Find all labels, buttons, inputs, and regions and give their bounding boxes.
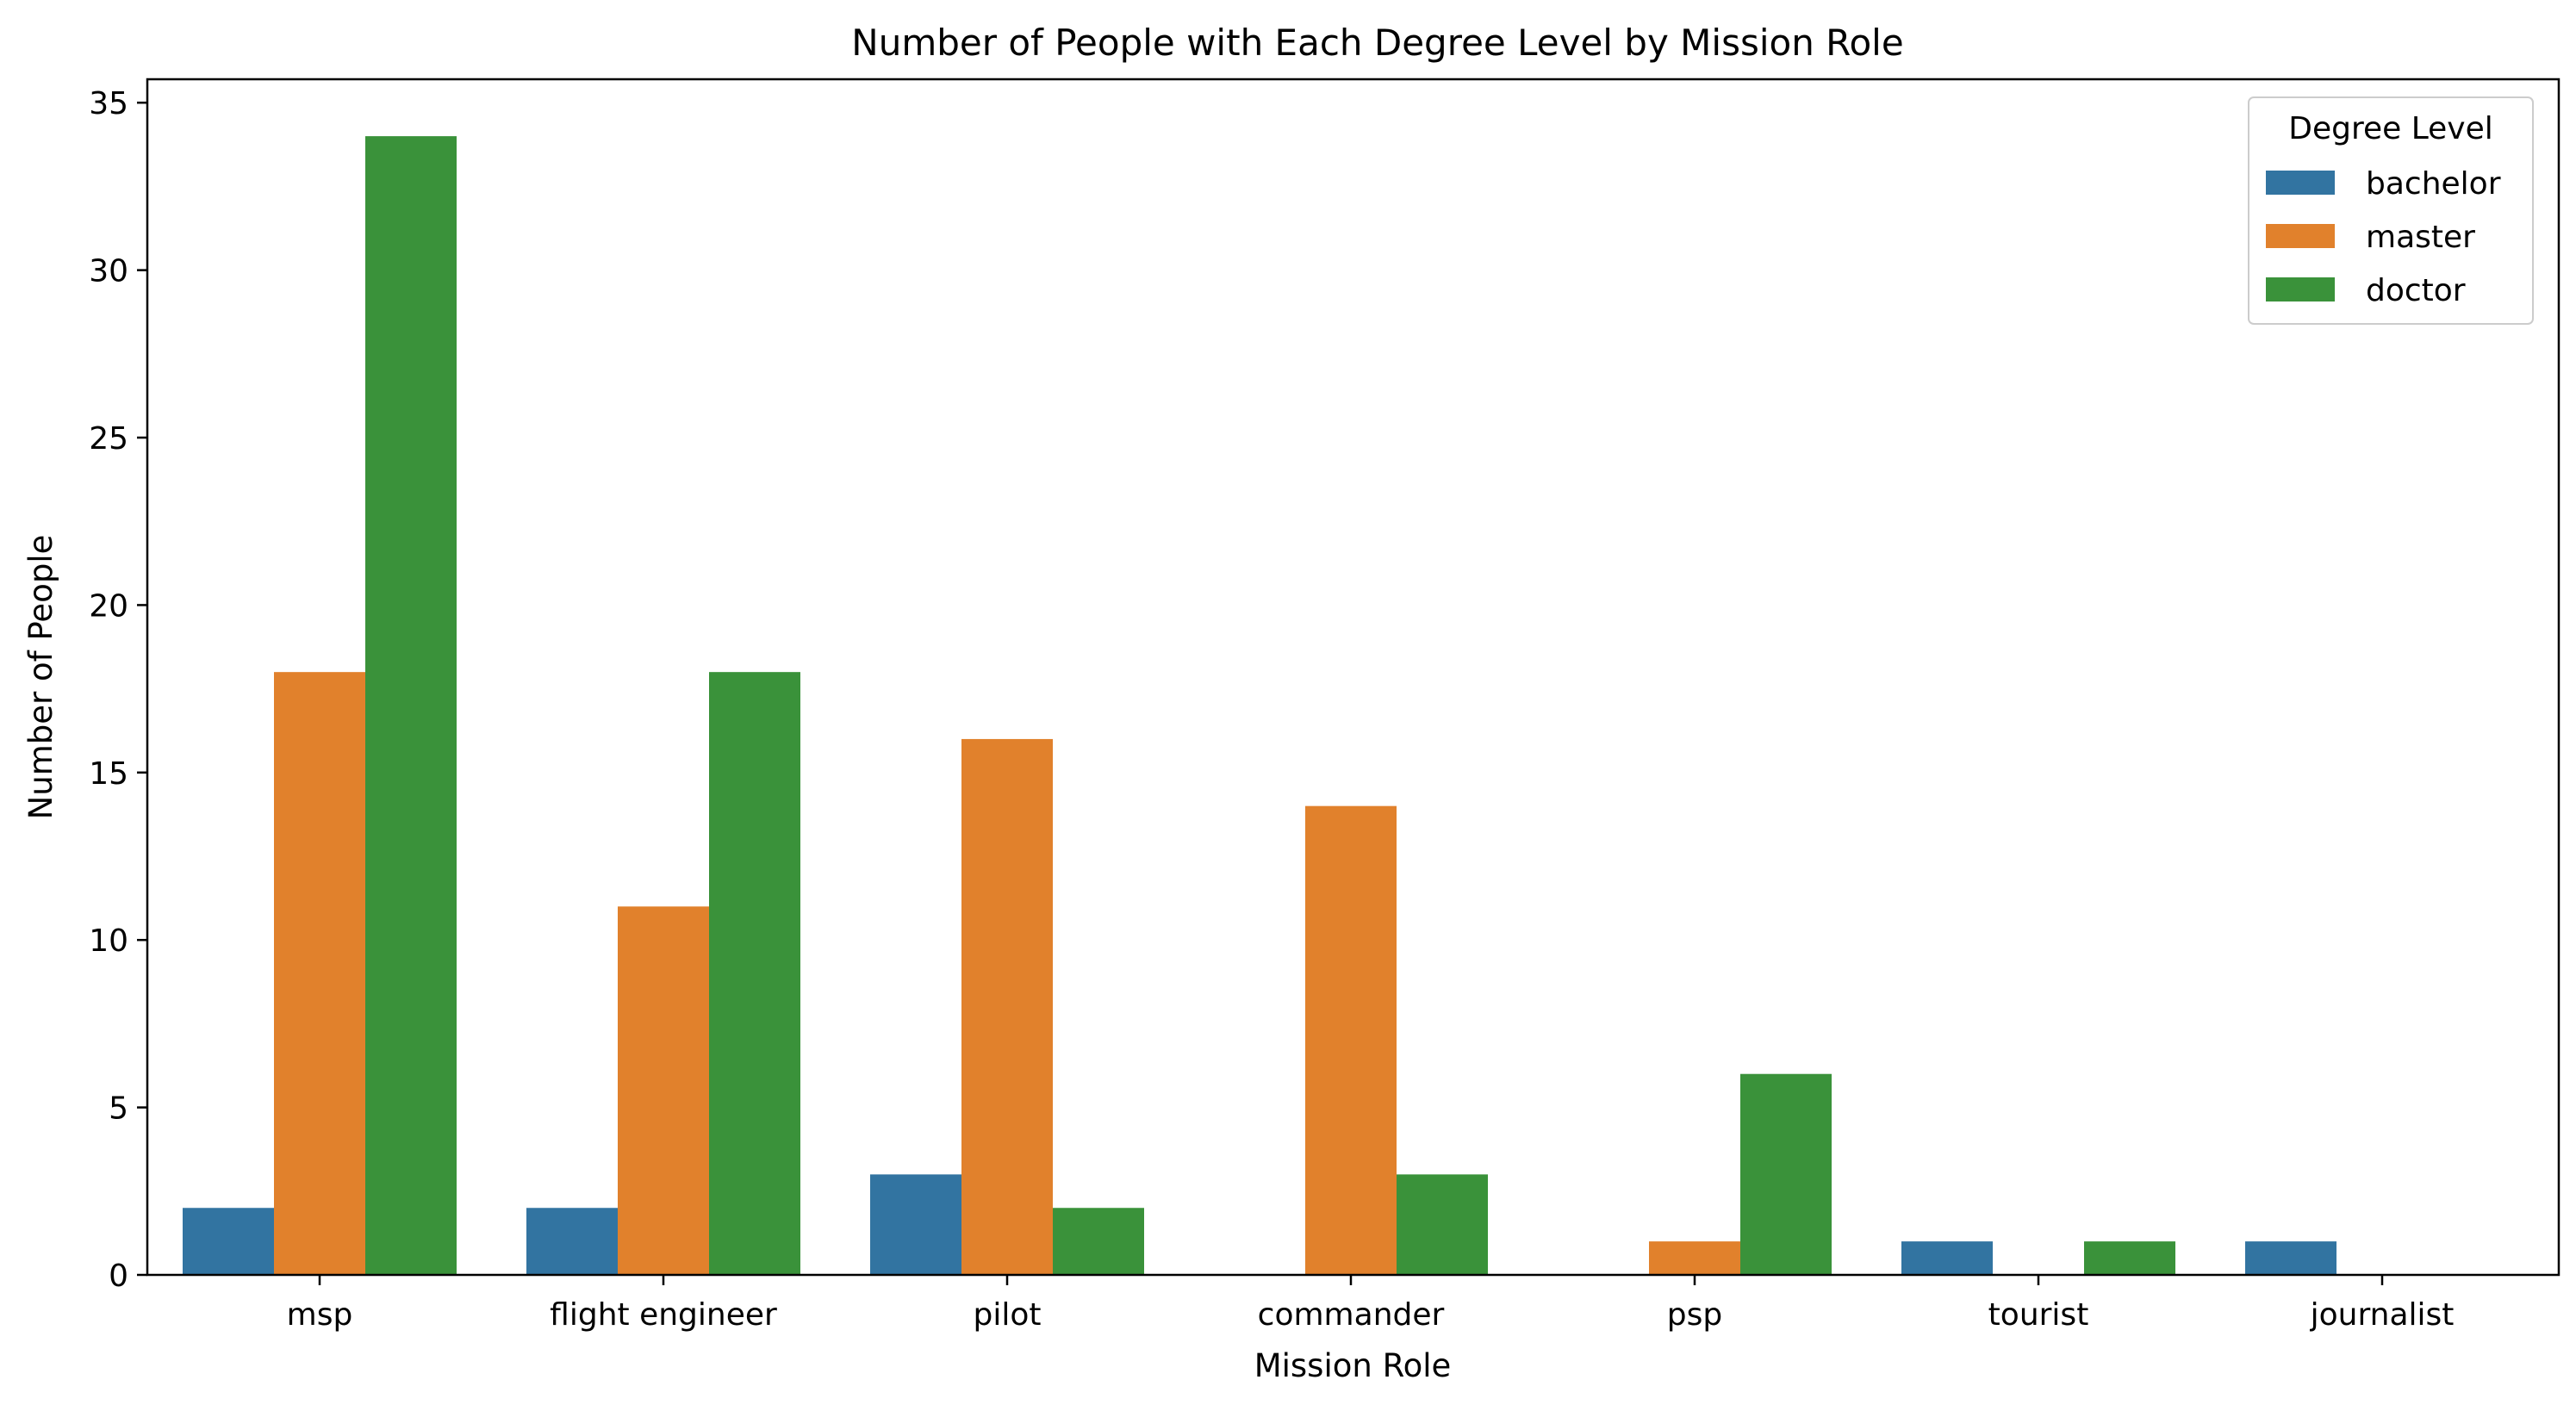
bar-doctor-msp [365,136,457,1276]
bar-master-msp [274,672,365,1275]
ticks-layer: 0 5 10 15 20 25 30 35 msp flight engineer pilot com… [89,86,2454,1333]
x-axis-label: Mission Role [1254,1347,1452,1384]
bar-doctor-commander [1397,1174,1488,1275]
x-tick-label: journalist [2310,1297,2455,1333]
legend-title: Degree Level [2288,111,2493,146]
chart-title: Number of People with Each Degree Level … [851,22,1903,64]
bar-doctor-flight-engineer [709,672,800,1275]
y-tick-label: 10 [89,923,128,959]
x-tick-label: commander [1258,1297,1445,1333]
bar-master-flight-engineer [618,906,709,1275]
legend-items: bachelor master doctor [2266,166,2501,308]
y-tick-label: 15 [89,756,128,792]
x-tick-label: flight engineer [550,1297,777,1333]
y-axis-label: Number of People [22,535,59,820]
bar-doctor-pilot [1053,1208,1144,1275]
legend-label-doctor: doctor [2366,273,2466,308]
plot-frame [146,78,2560,1277]
bars-layer [183,136,2336,1276]
legend-label-master: master [2366,220,2475,255]
legend-swatch-bachelor [2266,171,2335,195]
legend-label-bachelor: bachelor [2366,166,2501,202]
bar-bachelor-pilot [870,1174,961,1275]
bar-master-pilot [961,738,1053,1275]
y-tick-label: 20 [89,588,128,624]
bar-bachelor-flight-engineer [526,1208,618,1275]
y-tick-label: 25 [89,421,128,457]
bar-bachelor-tourist [1901,1241,1993,1275]
y-tick-label: 30 [89,254,128,289]
y-tick-label: 0 [109,1259,128,1294]
bar-bachelor-journalist [2245,1241,2336,1275]
legend: Degree Level bachelor master doctor [2248,96,2534,325]
legend-swatch-doctor [2266,277,2335,301]
bar-bachelor-msp [183,1208,274,1275]
bar-doctor-tourist [2084,1241,2175,1275]
y-tick-label: 5 [109,1091,128,1127]
bar-master-commander [1305,805,1397,1275]
x-tick-label: psp [1667,1297,1722,1333]
legend-box [2248,96,2534,325]
bar-master-psp [1649,1241,1740,1275]
legend-swatch-master [2266,224,2335,248]
x-tick-label: msp [287,1297,353,1333]
x-tick-label: tourist [1988,1297,2089,1333]
x-tick-label: pilot [974,1297,1042,1333]
y-tick-label: 35 [89,86,128,121]
bar-doctor-psp [1740,1073,1832,1275]
